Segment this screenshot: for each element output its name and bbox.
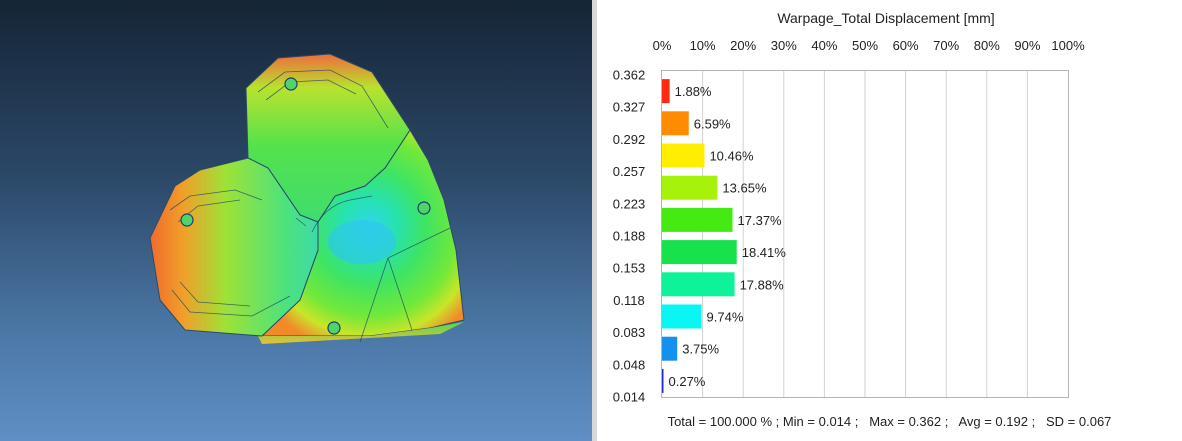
bar-labels: 1.88% 6.59% 10.46% 13.65% 17.37% 18.41% 17.88%…	[669, 84, 787, 389]
x-tick-label: 30%	[771, 38, 797, 53]
3d-viewport[interactable]	[0, 0, 592, 441]
histogram-chart: Warpage_Total Displacement [mm] 0% 10% 20%…	[613, 10, 1085, 405]
bar-value-label: 18.41%	[742, 245, 787, 260]
y-tick-label: 0.083	[613, 325, 646, 340]
bar-value-label: 1.88%	[675, 84, 712, 99]
bar-value-label: 6.59%	[694, 116, 731, 131]
y-axis-ticks: 0.362 0.327 0.292 0.257 0.223 0.188 0.153 0.118…	[613, 68, 646, 405]
y-tick-label: 0.118	[613, 293, 645, 308]
displacement-histogram-panel: Warpage_Total Displacement [mm] 0% 10% 20%…	[597, 0, 1182, 441]
bar-value-label: 3.75%	[682, 342, 719, 357]
grid-lines	[702, 71, 1028, 397]
bar-value-label: 13.65%	[722, 181, 767, 196]
bar	[662, 111, 689, 136]
x-tick-label: 50%	[852, 38, 878, 53]
bar	[662, 175, 718, 200]
x-axis-ticks: 0% 10% 20% 30% 40% 50% 60% 70% 80% 90% 100%	[653, 38, 1085, 53]
x-tick-label: 80%	[974, 38, 1000, 53]
bar-value-label: 10.46%	[709, 149, 754, 164]
bars	[662, 79, 737, 393]
bar	[662, 336, 678, 361]
y-tick-label: 0.292	[613, 132, 646, 147]
y-tick-label: 0.048	[613, 357, 646, 372]
chart-title: Warpage_Total Displacement [mm]	[777, 10, 994, 26]
y-tick-label: 0.153	[613, 261, 646, 276]
bar-value-label: 9.74%	[707, 310, 744, 325]
y-tick-label: 0.223	[613, 196, 646, 211]
bar	[662, 272, 735, 297]
bar	[662, 143, 705, 168]
bar	[662, 240, 737, 265]
x-tick-label: 10%	[690, 38, 716, 53]
bar-value-label: 0.27%	[669, 374, 706, 389]
y-tick-label: 0.257	[613, 164, 646, 179]
bar-value-label: 17.88%	[740, 277, 785, 292]
y-tick-label: 0.014	[613, 390, 646, 405]
x-tick-label: 40%	[811, 38, 837, 53]
x-tick-label: 20%	[730, 38, 756, 53]
x-tick-label: 0%	[653, 38, 672, 53]
y-tick-label: 0.188	[613, 229, 646, 244]
x-tick-label: 70%	[933, 38, 959, 53]
bar	[662, 368, 664, 393]
bar	[662, 304, 702, 329]
panel-divider[interactable]	[592, 0, 597, 441]
warpage-model-render	[149, 53, 465, 344]
bar	[662, 207, 733, 232]
bar	[662, 79, 670, 104]
x-tick-label: 90%	[1014, 38, 1040, 53]
statistics-summary: Total = 100.000 % ; Min = 0.014 ; Max = …	[667, 414, 1112, 429]
x-tick-label: 60%	[893, 38, 919, 53]
x-tick-label: 100%	[1051, 38, 1085, 53]
plot-frame	[661, 70, 1069, 398]
y-tick-label: 0.362	[613, 68, 646, 83]
y-tick-label: 0.327	[613, 100, 646, 115]
bar-value-label: 17.37%	[738, 213, 783, 228]
